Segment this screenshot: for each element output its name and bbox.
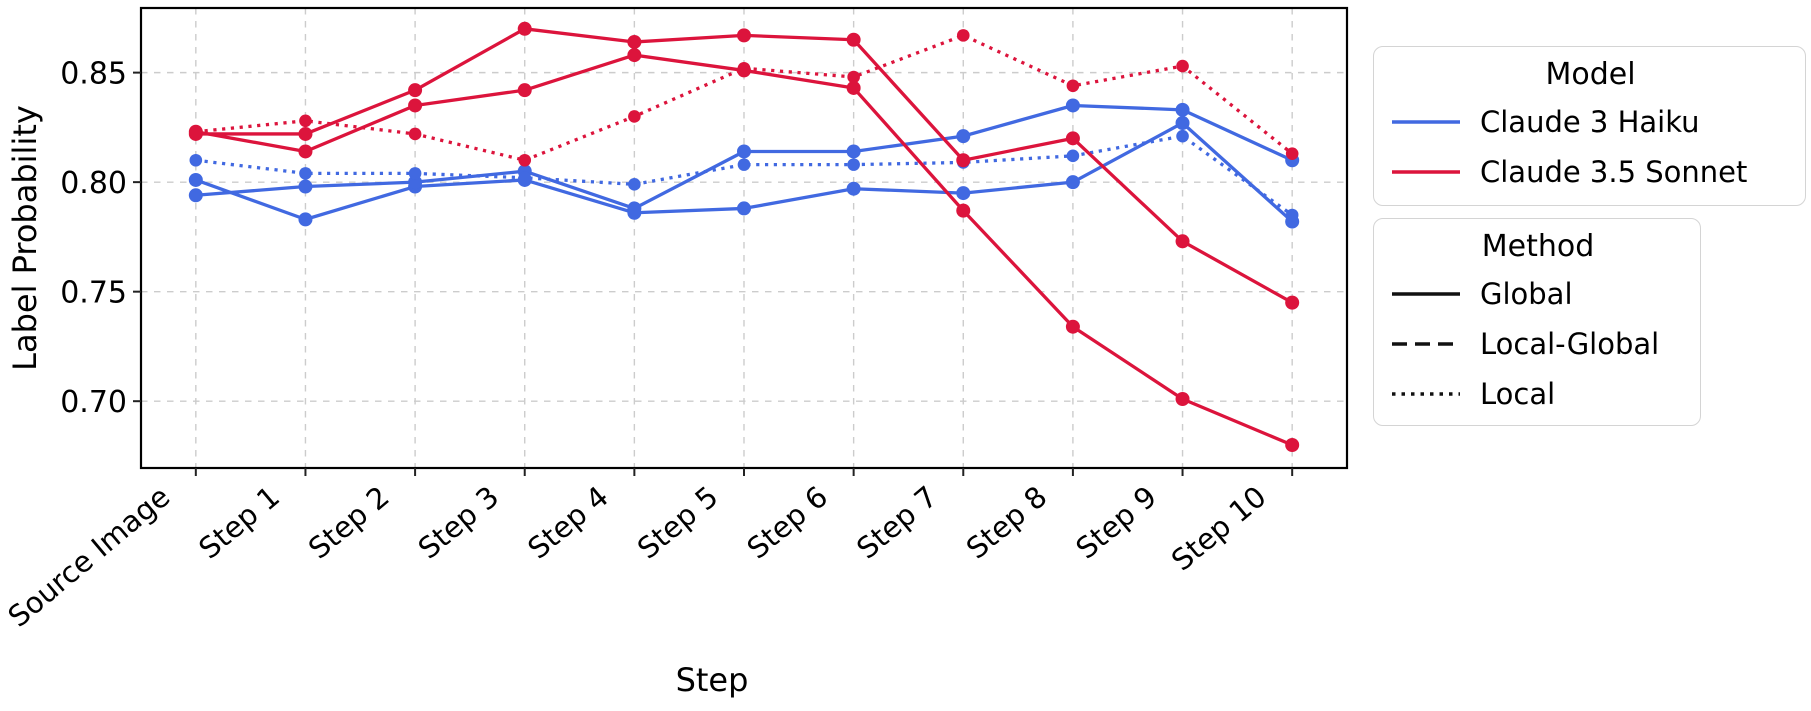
data-point: [1066, 79, 1080, 93]
legend-item-local: Local: [1384, 369, 1692, 419]
data-point: [628, 178, 641, 191]
data-point: [1175, 234, 1190, 249]
x-tick-label: Step 10: [1165, 479, 1273, 577]
x-tick-label: Step 2: [302, 479, 396, 565]
data-point: [408, 98, 423, 113]
x-tick-label: Step 9: [1069, 479, 1163, 565]
legend-model-label: Claude 3.5 Sonnet: [1480, 155, 1748, 189]
data-point: [1065, 319, 1080, 334]
x-tick-label: Source Image: [2, 479, 177, 633]
sonnet-line-sample-icon: [1392, 170, 1460, 174]
series-line: [195, 134, 1294, 217]
x-tick-label: Step 5: [631, 479, 725, 565]
data-point: [188, 172, 203, 187]
data-point: [298, 144, 313, 159]
data-point: [518, 171, 532, 185]
data-point: [737, 201, 751, 216]
x-tick-label: Step 6: [741, 479, 835, 565]
data-point: [1065, 131, 1080, 146]
data-point: [408, 167, 422, 180]
data-point: [1065, 175, 1080, 190]
legend-item-local-global: Local-Global: [1384, 319, 1692, 369]
legend-method-label: Global: [1480, 277, 1573, 311]
data-point: [298, 179, 313, 194]
data-point: [1176, 129, 1189, 143]
data-point: [518, 153, 532, 167]
data-point: [1066, 149, 1080, 163]
data-point: [737, 144, 751, 159]
data-point: [627, 201, 642, 216]
data-point: [408, 175, 423, 190]
data-point: [956, 129, 971, 144]
data-point: [737, 158, 751, 171]
data-point: [846, 144, 861, 159]
legend-method-label: Local: [1480, 377, 1556, 411]
data-point: [846, 80, 861, 95]
data-point: [517, 83, 532, 98]
x-tick-label: Step 7: [850, 479, 944, 565]
data-point: [956, 153, 971, 168]
data-point: [628, 110, 641, 123]
data-point: [1175, 102, 1190, 117]
legend-model: Model Claude 3 Haiku Claude 3.5 Sonnet: [1373, 46, 1806, 206]
legend-method-label: Local-Global: [1480, 327, 1660, 361]
data-point: [1175, 116, 1190, 130]
data-point: [847, 70, 860, 84]
y-tick-label: 0.85: [60, 57, 127, 92]
legend-method: Method Global Local-Global Local: [1373, 218, 1701, 426]
data-point: [1065, 98, 1080, 113]
data-point: [408, 83, 423, 98]
legend-model-label: Claude 3 Haiku: [1480, 105, 1700, 139]
x-tick-label: Step 4: [521, 479, 615, 565]
data-point: [737, 61, 751, 75]
data-point: [1176, 59, 1189, 73]
data-point: [299, 167, 312, 180]
data-point: [956, 29, 970, 42]
legend-method-title: Method: [1481, 229, 1595, 264]
data-point: [1175, 392, 1190, 406]
x-tick-label: Step 3: [412, 479, 506, 565]
dotted-line-sample-icon: [1392, 392, 1460, 396]
data-point: [846, 32, 861, 47]
data-point: [627, 48, 642, 63]
legend-item-global: Global: [1384, 269, 1692, 319]
data-point: [1285, 147, 1299, 160]
data-point: [846, 181, 861, 196]
data-point: [1285, 208, 1299, 222]
y-axis-label: Label Probability: [6, 105, 44, 371]
solid-line-sample-icon: [1392, 292, 1460, 296]
data-point: [517, 21, 532, 36]
data-point: [188, 188, 203, 203]
dashed-line-sample-icon: [1392, 342, 1460, 346]
data-point: [189, 125, 203, 139]
data-point: [299, 114, 312, 128]
y-tick-label: 0.70: [60, 385, 127, 420]
data-point: [1285, 295, 1300, 310]
data-point: [956, 186, 971, 201]
data-point: [189, 153, 203, 167]
data-point: [847, 158, 860, 171]
data-point: [627, 34, 642, 49]
data-point: [737, 28, 751, 43]
y-tick-label: 0.75: [60, 276, 127, 311]
x-axis-label: Step: [676, 661, 749, 699]
legend-item-claude-35-sonnet: Claude 3.5 Sonnet: [1384, 147, 1797, 197]
haiku-line-sample-icon: [1392, 120, 1460, 124]
legend-model-title: Model: [1545, 57, 1636, 92]
data-point: [298, 212, 313, 227]
legend-item-claude-3-haiku: Claude 3 Haiku: [1384, 97, 1797, 147]
y-tick-label: 0.80: [60, 166, 127, 201]
x-tick-label: Step 8: [960, 479, 1054, 565]
data-point: [408, 127, 422, 141]
x-tick-label: Step 1: [192, 479, 286, 565]
data-point: [298, 126, 313, 141]
data-point: [956, 203, 971, 218]
data-point: [1285, 438, 1300, 452]
